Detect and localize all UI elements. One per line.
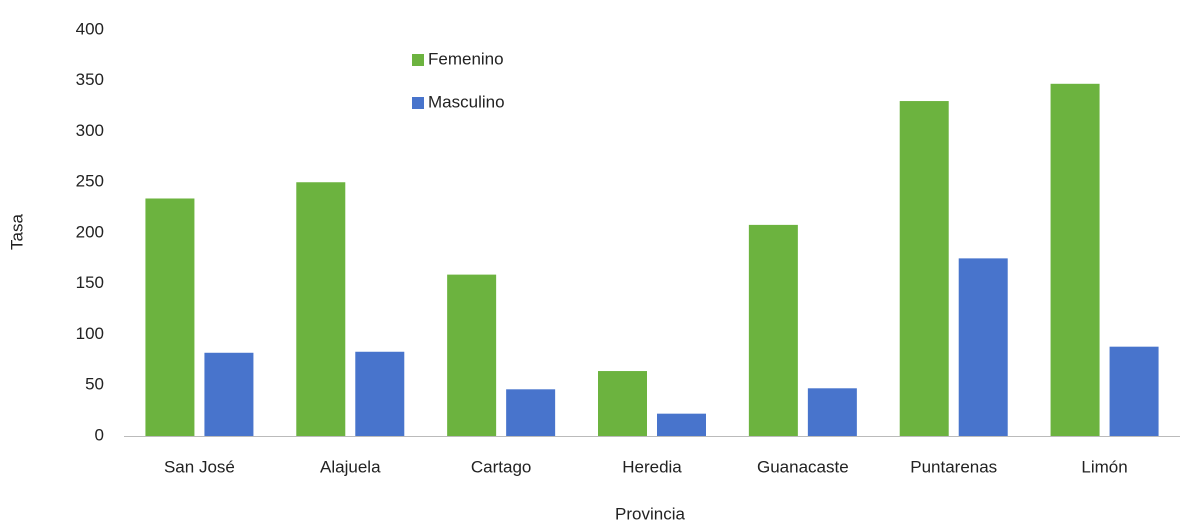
legend-swatch	[412, 97, 424, 109]
y-tick-label: 300	[76, 121, 104, 140]
x-tick-label: Limón	[1081, 457, 1127, 476]
y-tick-label: 350	[76, 70, 104, 89]
x-tick-label: Alajuela	[320, 457, 381, 476]
bar	[807, 388, 857, 436]
x-tick-label: Heredia	[622, 457, 682, 476]
y-tick-label: 250	[76, 172, 104, 191]
bar	[296, 182, 346, 436]
x-tick-label: Puntarenas	[910, 457, 997, 476]
x-axis-label: Provincia	[615, 504, 685, 523]
y-tick-label: 400	[76, 19, 104, 38]
bar	[899, 101, 949, 437]
y-axis-label: Tasa	[7, 214, 26, 250]
legend-label: Masculino	[428, 92, 505, 111]
bar	[958, 258, 1008, 436]
x-tick-label: San José	[164, 457, 235, 476]
bar	[748, 224, 798, 436]
legend-swatch	[412, 54, 424, 66]
y-tick-label: 150	[76, 273, 104, 292]
bar	[1050, 83, 1100, 437]
y-tick-label: 200	[76, 222, 104, 241]
y-tick-label: 0	[95, 425, 104, 444]
bar	[598, 371, 647, 436]
y-tick-label: 50	[85, 375, 104, 394]
bar	[145, 198, 195, 436]
y-tick-label: 100	[76, 324, 104, 343]
bar	[506, 389, 556, 436]
bar	[1109, 346, 1159, 436]
x-tick-label: Cartago	[471, 457, 531, 476]
bar	[355, 351, 405, 436]
bar	[447, 274, 497, 436]
legend-label: Femenino	[428, 49, 504, 68]
x-tick-label: Guanacaste	[757, 457, 849, 476]
bar	[204, 352, 254, 436]
bar	[657, 413, 706, 436]
